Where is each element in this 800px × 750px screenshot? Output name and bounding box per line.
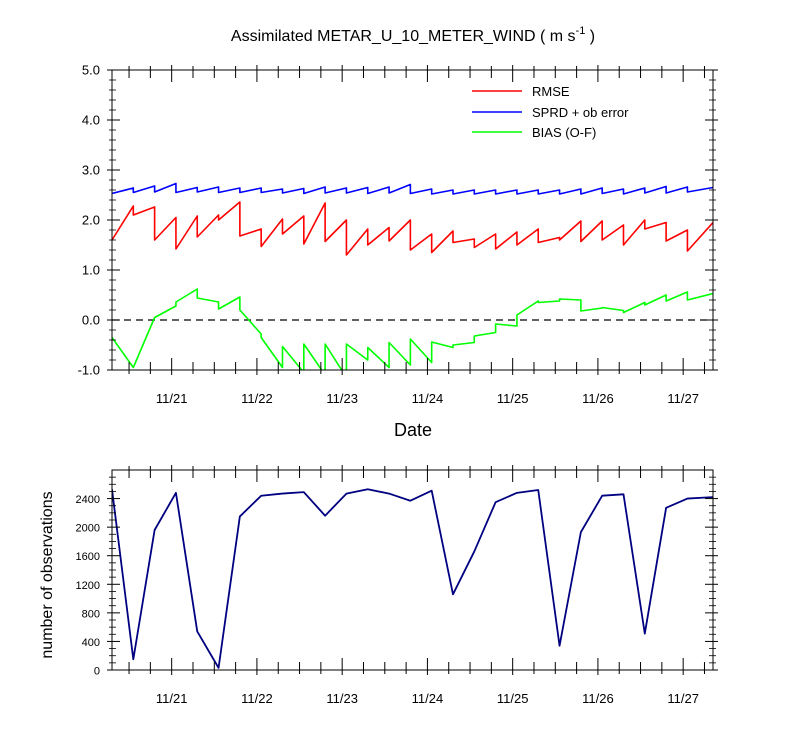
top-plot-frame xyxy=(111,69,714,371)
bottom-axes-group: 0 400 800 1200 1600 2000 2400 11/21 11/22 11/23 11… xyxy=(76,465,718,706)
bottom-x-tick-label: 11/24 xyxy=(412,691,444,706)
top-y-tick-label: -1.0 xyxy=(78,363,100,378)
bottom-series-group xyxy=(112,488,713,669)
top-y-tick-label: 1.0 xyxy=(82,263,100,278)
chart-title-superscript: -1 xyxy=(576,25,586,37)
x-axis-label: Date xyxy=(394,420,432,440)
bottom-chart: 0 400 800 1200 1600 2000 2400 11/21 11/22 11/23 11… xyxy=(39,465,718,706)
bottom-x-tick-label: 11/27 xyxy=(667,691,699,706)
top-chart: -1.0 0.0 1.0 2.0 3.0 4.0 5.0 11/21 11/22 11/23 11/… xyxy=(78,63,718,440)
top-x-tick-label: 11/26 xyxy=(582,391,614,406)
top-y-tick-label: 2.0 xyxy=(82,213,100,228)
bottom-x-tick-label: 11/26 xyxy=(582,691,614,706)
bottom-y-tick-label: 2400 xyxy=(76,494,100,506)
bottom-y-tick-label: 0 xyxy=(94,666,100,678)
bottom-plot-area xyxy=(112,488,713,669)
top-x-tick-label: 11/24 xyxy=(412,391,444,406)
top-x-tick-label: 11/23 xyxy=(326,391,358,406)
top-x-tick-label: 11/27 xyxy=(667,391,699,406)
top-x-tick-label: 11/25 xyxy=(497,391,529,406)
bottom-x-tick-label: 11/25 xyxy=(497,691,529,706)
top-series-group xyxy=(112,182,713,370)
top-series-line-bias-o-f xyxy=(112,288,713,370)
bottom-x-tick-label: 11/23 xyxy=(326,691,358,706)
top-y-tick-label: 0.0 xyxy=(82,313,100,328)
top-plot-area xyxy=(112,182,713,370)
top-x-tick-label: 11/22 xyxy=(241,391,273,406)
top-y-tick-label: 3.0 xyxy=(82,163,100,178)
chart-title: Assimilated METAR_U_10_METER_WIND ( m s-… xyxy=(231,25,595,45)
bottom-y-tick-label: 2000 xyxy=(76,523,100,535)
bottom-plot-frame xyxy=(111,469,714,671)
legend-label-sprd: SPRD + ob error xyxy=(532,105,629,120)
y-axis-label-observations: number of observations xyxy=(39,491,56,658)
legend-label-rmse: RMSE xyxy=(532,84,570,99)
chart-title-main: Assimilated METAR_U_10_METER_WIND ( m s xyxy=(231,28,576,45)
top-x-tick-label: 11/21 xyxy=(156,391,188,406)
bottom-y-tick-label: 1600 xyxy=(76,551,100,563)
bottom-y-tick-label: 800 xyxy=(82,608,100,620)
bottom-x-tick-label: 11/21 xyxy=(156,691,188,706)
chart-title-suffix: ) xyxy=(585,28,595,45)
bottom-series-line-observations xyxy=(112,488,713,669)
top-axes-group: -1.0 0.0 1.0 2.0 3.0 4.0 5.0 11/21 11/22 11/23 11/… xyxy=(78,63,718,406)
top-series-line-sprd-ob-error xyxy=(112,182,713,195)
bottom-x-tick-label: 11/22 xyxy=(241,691,273,706)
top-y-tick-label: 5.0 xyxy=(82,63,100,78)
legend: RMSE SPRD + ob error BIAS (O-F) xyxy=(472,84,629,140)
top-y-tick-label: 4.0 xyxy=(82,113,100,128)
bottom-y-tick-label: 400 xyxy=(82,637,100,649)
legend-label-bias: BIAS (O-F) xyxy=(532,125,596,140)
bottom-y-tick-label: 1200 xyxy=(76,580,100,592)
top-series-line-rmse xyxy=(112,201,713,256)
